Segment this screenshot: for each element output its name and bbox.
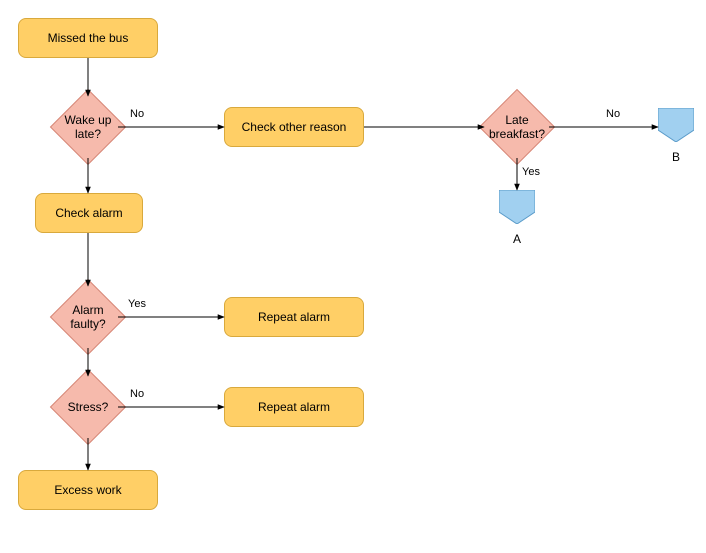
node-label: Missed the bus <box>48 31 129 45</box>
edge-label: No <box>130 108 144 120</box>
edge-label: Yes <box>522 166 540 178</box>
node-check-other: Check other reason <box>224 107 364 147</box>
node-repeat-alarm-2: Repeat alarm <box>224 387 364 427</box>
node-missed-bus: Missed the bus <box>18 18 158 58</box>
edge-label: No <box>130 388 144 400</box>
node-label: Check other reason <box>242 120 347 134</box>
node-label: Late breakfast? <box>478 113 556 141</box>
node-alarm-faulty: Alarm faulty? <box>53 290 123 344</box>
connector-b-icon <box>658 108 694 142</box>
node-excess-work: Excess work <box>18 470 158 510</box>
flowchart-canvas: Missed the bus Check other reason Check … <box>0 0 706 553</box>
node-check-alarm: Check alarm <box>35 193 143 233</box>
edge-label: No <box>606 108 620 120</box>
node-late-breakfast: Late breakfast? <box>478 100 556 154</box>
node-label: Repeat alarm <box>258 310 330 324</box>
node-stress: Stress? <box>61 380 115 434</box>
node-label: Wake up late? <box>50 113 126 141</box>
connector-a-label: A <box>499 232 535 246</box>
node-label: Repeat alarm <box>258 400 330 414</box>
node-repeat-alarm-1: Repeat alarm <box>224 297 364 337</box>
connector-a-icon <box>499 190 535 224</box>
node-label: Stress? <box>68 400 109 414</box>
edge-label: Yes <box>128 298 146 310</box>
node-label: Excess work <box>54 483 121 497</box>
connector-b-label: B <box>658 150 694 164</box>
node-label: Check alarm <box>55 206 122 220</box>
node-label: Alarm faulty? <box>53 303 123 331</box>
node-wake-up-late: Wake up late? <box>50 100 126 154</box>
